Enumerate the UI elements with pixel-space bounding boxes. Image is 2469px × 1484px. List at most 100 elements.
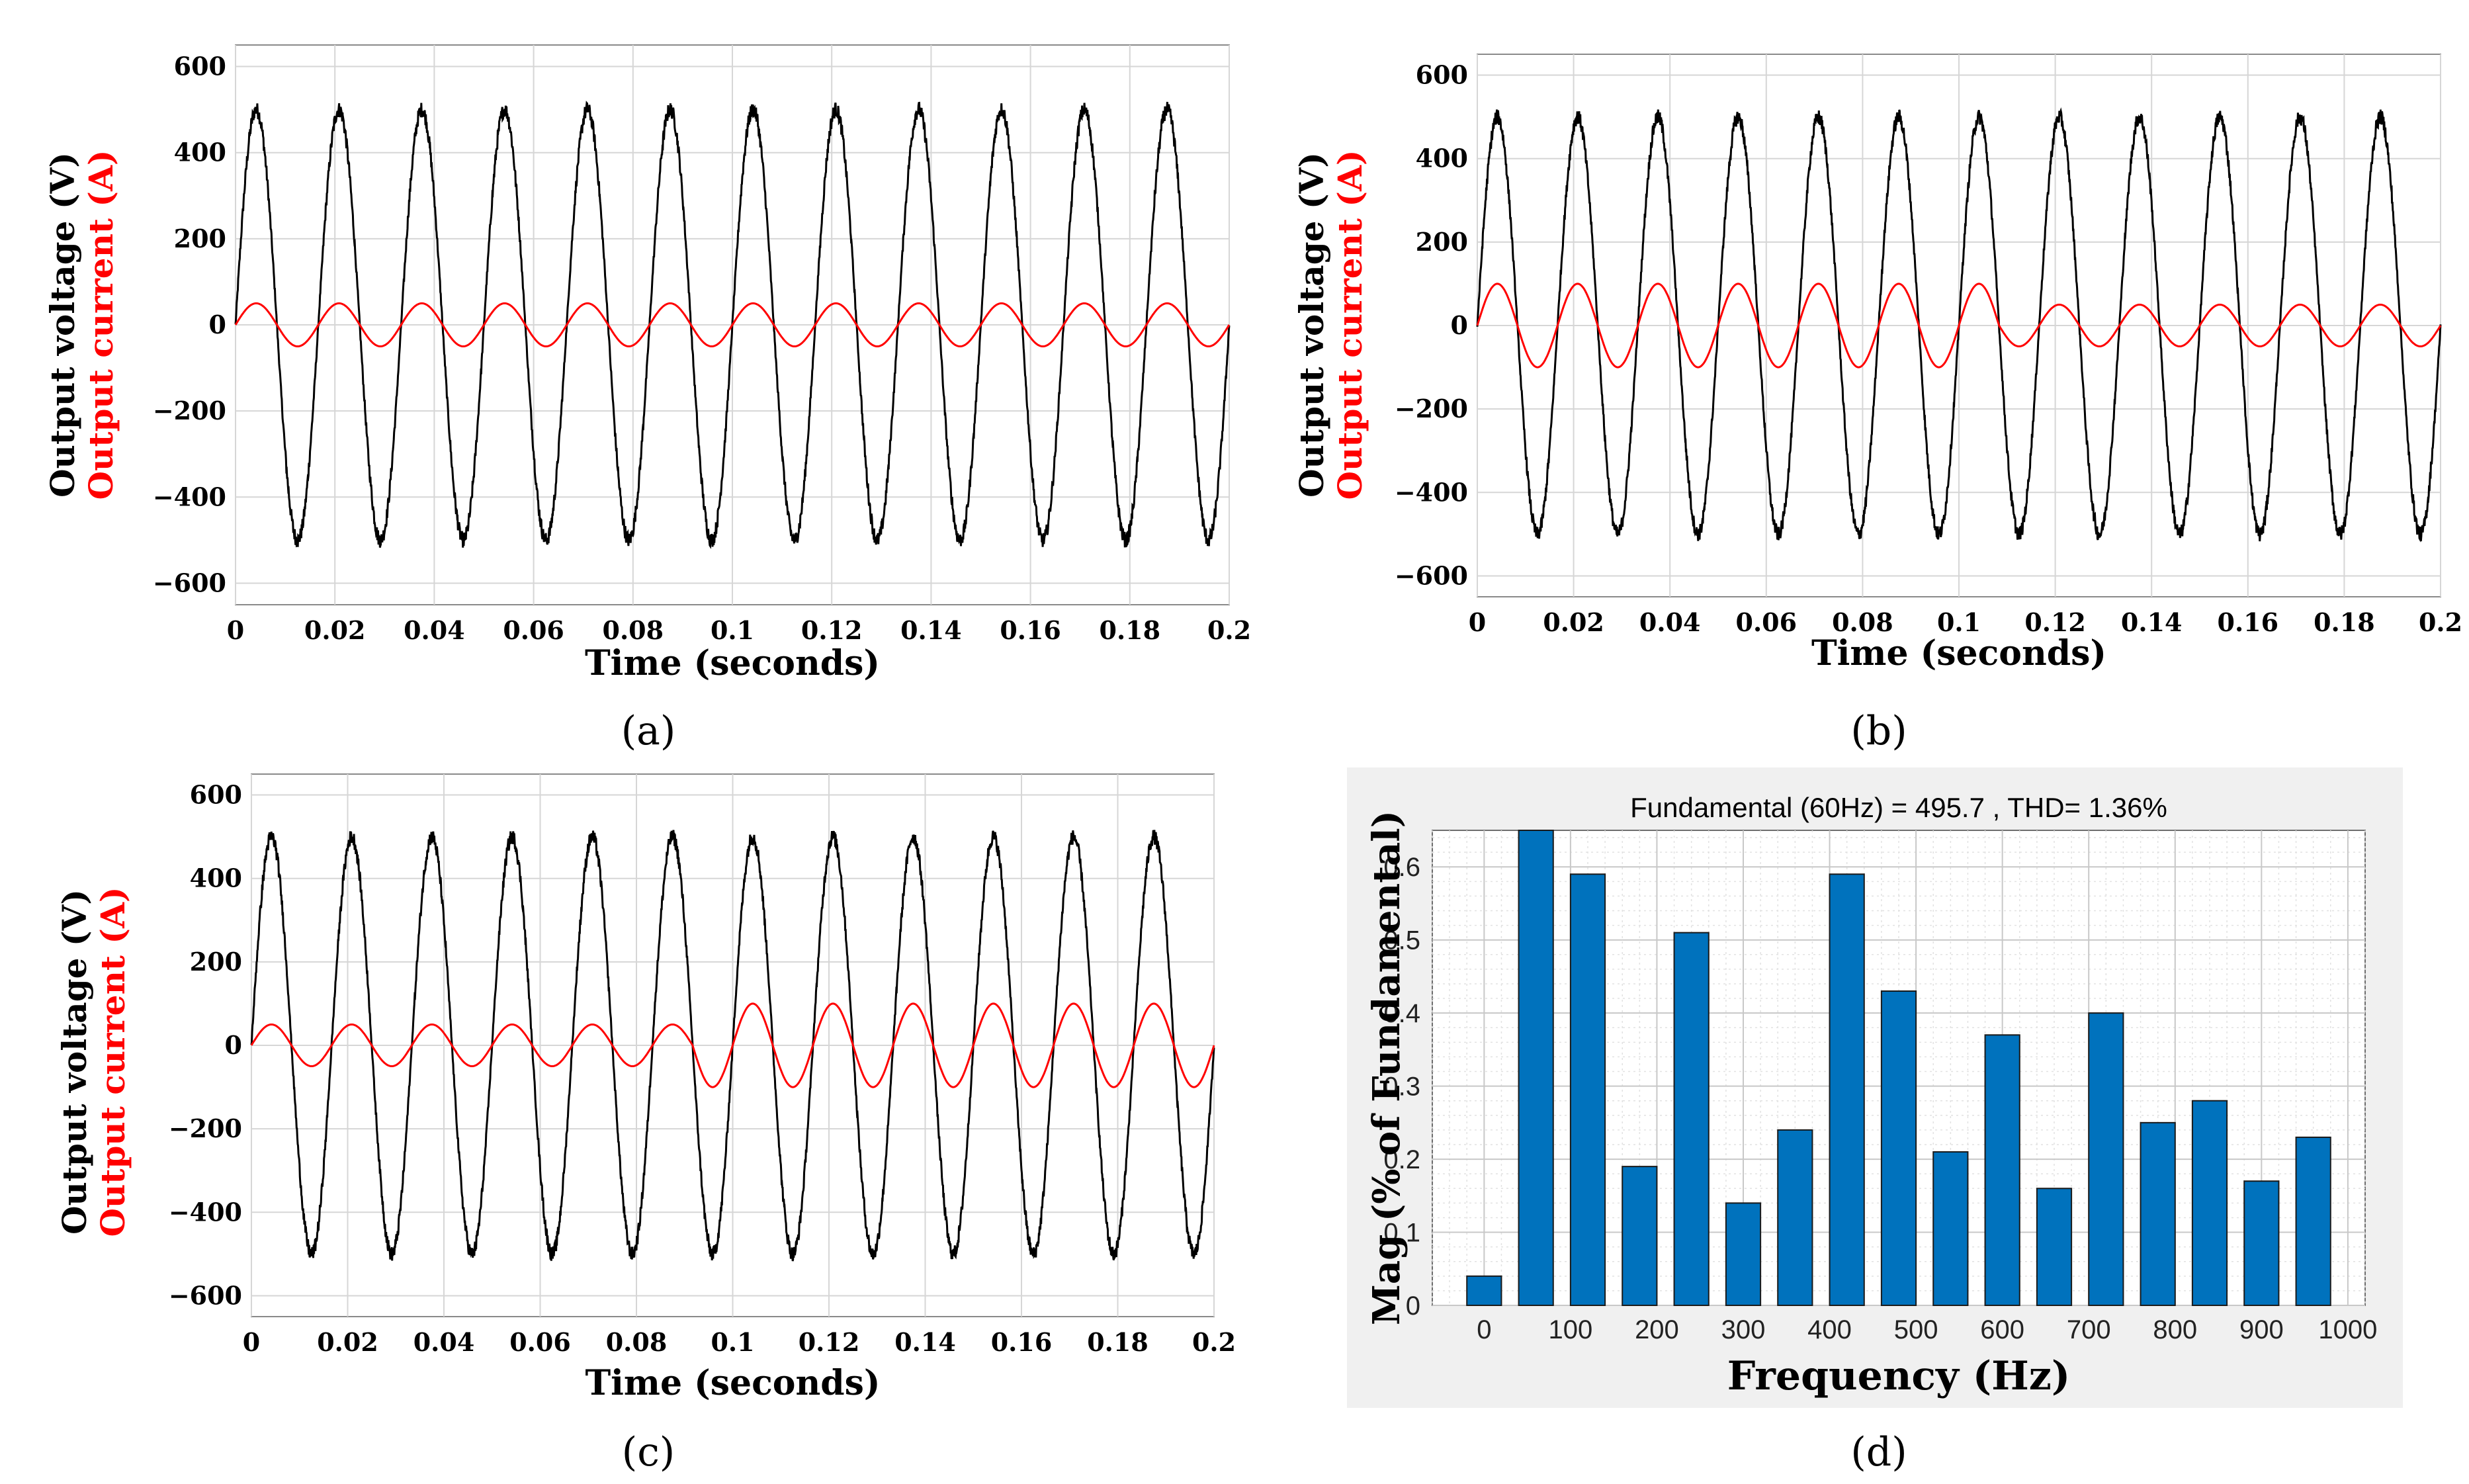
x-tick-label: 0.04 [1639, 607, 1701, 637]
panel-caption: (c) [622, 1429, 675, 1475]
x-tick-label: 0.16 [991, 1327, 1053, 1357]
y-tick-label: 0 [1406, 1291, 1420, 1321]
bar [1880, 990, 1917, 1306]
y-tick-label: 0.2 [1383, 1145, 1420, 1174]
x-tick-label: 0 [1469, 607, 1486, 637]
y-tick-label: 600 [174, 52, 226, 81]
x-tick-label: 400 [1807, 1315, 1852, 1344]
y-tick-label: 200 [174, 224, 226, 253]
y-tick-label: −400 [153, 482, 226, 511]
x-tick-label: 300 [1721, 1315, 1766, 1344]
x-tick-label: 0.1 [711, 615, 754, 645]
bar [2140, 1121, 2176, 1307]
y-tick-label: 400 [190, 863, 242, 893]
current-line [1476, 283, 2442, 369]
x-tick-label: 200 [1635, 1315, 1679, 1344]
x-tick-label: 500 [1894, 1315, 1938, 1344]
bar [2295, 1136, 2331, 1307]
x-tick-label: 0.1 [711, 1327, 754, 1357]
x-tick-label: 0.14 [900, 615, 962, 645]
y-tick-label: 0.4 [1383, 999, 1420, 1028]
x-tick-label: 0.04 [404, 615, 465, 645]
panel-caption: (d) [1850, 1429, 1907, 1475]
bar [1777, 1129, 1813, 1307]
y-tick-label: 200 [190, 947, 242, 977]
x-tick-label: 900 [2239, 1315, 2284, 1344]
bar [1569, 873, 1606, 1307]
y-tick-label: 0.5 [1383, 926, 1420, 955]
y-tick-label: −200 [1395, 394, 1468, 423]
bar [1466, 1275, 1502, 1307]
x-tick-label: 0.2 [2419, 607, 2462, 637]
y-tick-label: −400 [1395, 477, 1468, 507]
x-tick-label: 0.16 [1000, 615, 1061, 645]
x-tick-label: 100 [1549, 1315, 1593, 1344]
y-tick-label: 0 [209, 310, 226, 339]
y-tick-label: 0.6 [1383, 853, 1420, 882]
x-tick-label: 0.16 [2218, 607, 2279, 637]
x-tick-label: 0.14 [2121, 607, 2183, 637]
bar [1673, 932, 1710, 1306]
x-tick-label: 0.08 [606, 1327, 668, 1357]
y-tick-label: 400 [1416, 144, 1468, 173]
y-axis-label-current: Output current (A) [81, 150, 120, 500]
bar [1932, 1151, 1969, 1306]
x-axis-label: Time (seconds) [585, 643, 880, 683]
y-tick-label: 600 [1416, 60, 1468, 90]
y-axis-label-voltage: Output voltage (V) [43, 152, 82, 498]
x-tick-label: 0.18 [1087, 1327, 1148, 1357]
y-axis-label-current: Output current (A) [1330, 150, 1369, 500]
current-line [234, 302, 1231, 347]
x-tick-label: 0.18 [1100, 615, 1161, 645]
y-tick-label: 0 [1451, 310, 1468, 340]
x-tick-label: 0 [1477, 1315, 1491, 1344]
chart-a: 0 0.02 0.04 0.06 0.08 0.1 0.12 0.14 0.16 0.18 0.2 6… [43, 44, 1251, 754]
x-tick-label: 0.04 [413, 1327, 475, 1357]
chart-title: Fundamental (60Hz) = 495.7 , THD= 1.36% [1630, 792, 2167, 823]
x-tick-label: 0.02 [317, 1327, 378, 1357]
current-line [250, 1002, 1215, 1088]
bar [1518, 830, 1554, 1306]
y-tick-label: 0.1 [1383, 1219, 1420, 1248]
x-tick-label: 0.2 [1207, 615, 1251, 645]
x-tick-label: 0.18 [2314, 607, 2375, 637]
x-tick-label: 800 [2153, 1315, 2197, 1344]
x-tick-label: 0.12 [801, 615, 863, 645]
x-tick-label: 0.02 [304, 615, 366, 645]
y-tick-label: 600 [190, 780, 242, 810]
y-axis-label-current: Output current (A) [93, 887, 132, 1237]
x-axis-label: Time (seconds) [1811, 633, 2106, 674]
y-tick-label: −600 [153, 568, 226, 597]
bar [2036, 1188, 2073, 1307]
y-tick-label: 0.3 [1383, 1072, 1420, 1102]
y-tick-label: −600 [1395, 560, 1468, 590]
y-tick-label: −200 [153, 396, 226, 425]
bar [1622, 1166, 1658, 1306]
x-tick-label: 0.08 [603, 615, 664, 645]
bar [2191, 1100, 2228, 1306]
y-tick-label: 200 [1416, 227, 1468, 257]
x-tick-label: 0 [227, 615, 244, 645]
bar [1725, 1202, 1762, 1307]
x-axis-label: Frequency (Hz) [1727, 1353, 2071, 1399]
x-tick-label: 600 [1980, 1315, 2024, 1344]
bar [1984, 1034, 2020, 1307]
x-tick-label: 1000 [2318, 1315, 2377, 1344]
y-tick-label: −200 [169, 1113, 242, 1143]
x-tick-label: 0.06 [509, 1327, 571, 1357]
x-tick-label: 0.14 [894, 1327, 956, 1357]
y-axis-label: Mag (% of Fundamental) [1365, 810, 1408, 1325]
y-axis-label-voltage: Output voltage (V) [55, 889, 94, 1235]
chart-b: 0 0.02 0.04 0.06 0.08 0.1 0.12 0.14 0.16 0.18 0.2 6… [1292, 54, 2462, 754]
x-tick-label: 0.06 [503, 615, 564, 645]
chart-c: 0 0.02 0.04 0.06 0.08 0.1 0.12 0.14 0.16 0.18 0.2 6… [55, 773, 1236, 1475]
x-axis-label: Time (seconds) [585, 1363, 880, 1403]
x-tick-label: 0.06 [1736, 607, 1798, 637]
panel-caption: (b) [1850, 708, 1907, 754]
y-tick-label: −600 [169, 1280, 242, 1310]
x-tick-label: 0.12 [799, 1327, 860, 1357]
bar [2088, 1012, 2124, 1306]
x-tick-label: 0.02 [1543, 607, 1604, 637]
panel-caption: (a) [621, 708, 676, 754]
